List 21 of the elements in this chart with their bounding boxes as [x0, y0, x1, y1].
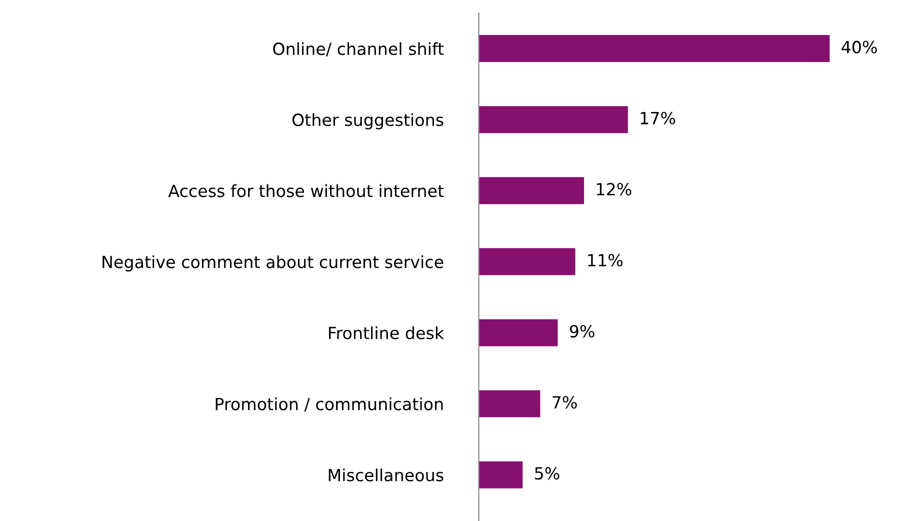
y-tick-label: Frontline desk	[329, 326, 444, 340]
y-tick-label: Other suggestions	[292, 113, 444, 130]
bar	[478, 248, 576, 276]
y-tick-label: Miscellaneous	[328, 468, 444, 482]
data-label: 12%	[596, 182, 632, 196]
y-tick-label: Negative comment about current service	[102, 255, 444, 272]
bar	[478, 35, 830, 62]
y-tick-label: Access for those without internet	[168, 184, 444, 198]
y-tick-label: Promotion / communication	[216, 397, 443, 412]
bar	[478, 177, 584, 204]
data-label: 17%	[640, 112, 676, 124]
data-label: 9%	[570, 324, 594, 338]
bar	[478, 106, 628, 134]
data-label: 5%	[535, 467, 560, 480]
bar	[478, 390, 540, 418]
bar	[478, 319, 558, 346]
bar	[478, 461, 523, 488]
data-label: 7%	[552, 396, 577, 409]
data-label: 11%	[588, 254, 623, 267]
data-label: 40%	[842, 40, 877, 54]
y-tick-label: Online/ channel shift	[273, 42, 444, 56]
